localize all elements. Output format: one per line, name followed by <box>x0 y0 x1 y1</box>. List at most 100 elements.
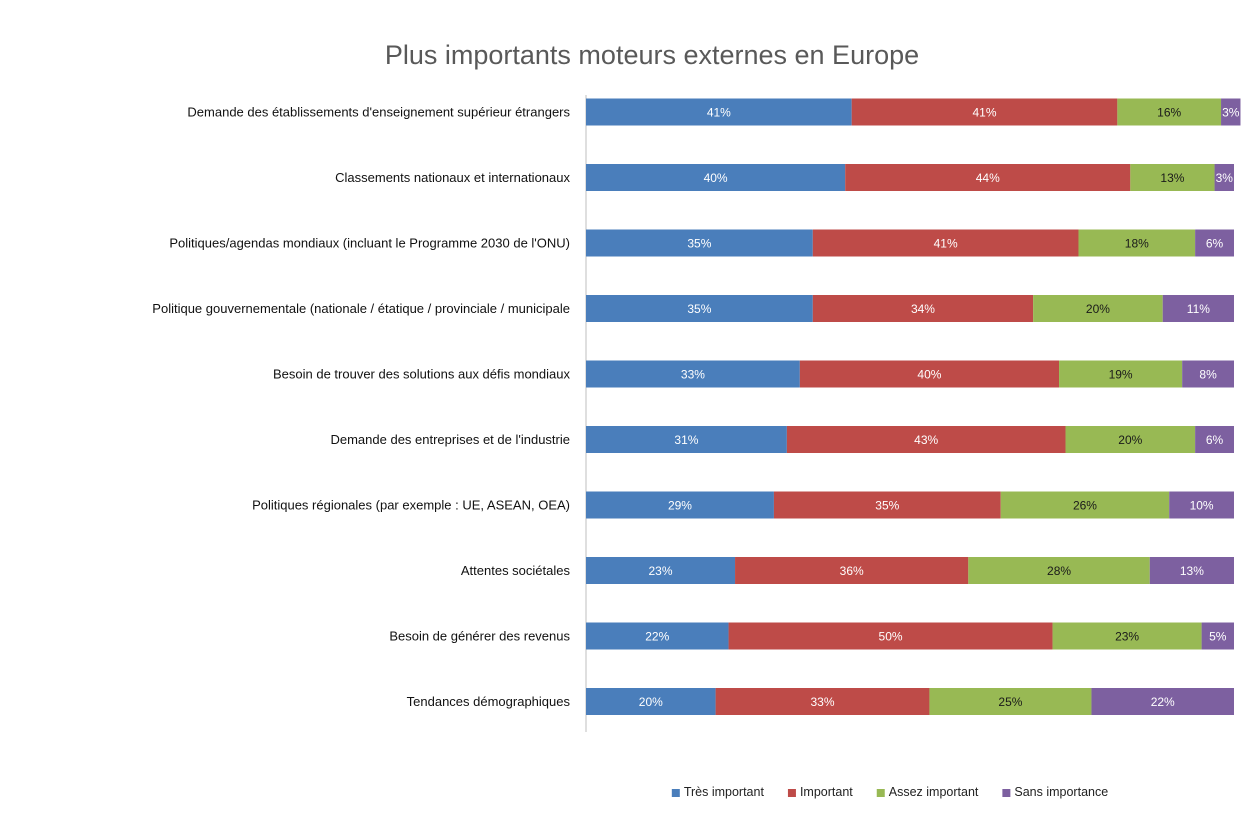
data-label: 40% <box>917 368 941 382</box>
data-label: 26% <box>1073 499 1097 513</box>
data-label: 25% <box>998 695 1022 709</box>
data-label: 40% <box>704 171 728 185</box>
data-label: 13% <box>1160 171 1184 185</box>
data-label: 23% <box>649 564 673 578</box>
legend-label: Important <box>800 785 853 799</box>
data-label: 10% <box>1190 499 1214 513</box>
data-label: 44% <box>976 171 1000 185</box>
bar-segment-tres-important <box>586 622 729 650</box>
legend-item-tres-important: Très important <box>671 785 765 799</box>
data-label: 41% <box>973 106 997 120</box>
category-label: Tendances démographiques <box>407 694 571 709</box>
legend-item-important: Important <box>787 785 853 799</box>
data-label: 8% <box>1199 368 1217 382</box>
category-label: Besoin de générer des revenus <box>389 629 570 644</box>
bar-segment-assez-important <box>1052 622 1202 650</box>
legend-marker <box>1002 789 1011 797</box>
data-label: 11% <box>1187 302 1210 316</box>
legend-marker <box>787 789 796 797</box>
bar-segment-sans-importance <box>1221 98 1241 126</box>
data-label: 36% <box>840 564 864 578</box>
bar-segment-important <box>728 622 1053 650</box>
data-label: 50% <box>879 630 903 644</box>
bar-segment-sans-importance <box>1149 557 1234 584</box>
bar-segment-sans-importance <box>1214 164 1234 191</box>
data-label: 41% <box>934 237 958 251</box>
data-label: 6% <box>1206 433 1224 447</box>
chart-title: Plus importants moteurs externes en Euro… <box>385 40 919 70</box>
bar-segment-tres-important <box>586 98 852 126</box>
data-label: 13% <box>1180 564 1204 578</box>
bar-segment-assez-important <box>1000 491 1170 519</box>
category-label: Demande des entreprises et de l'industri… <box>330 432 570 447</box>
data-label: 3% <box>1216 171 1234 185</box>
legend-marker <box>671 789 680 797</box>
legend-item-assez-important: Assez important <box>876 785 979 799</box>
data-label: 33% <box>681 368 705 382</box>
category-label: Politique gouvernementale (nationale / é… <box>152 301 570 316</box>
legend-label: Très important <box>684 785 765 799</box>
category-label: Classements nationaux et internationaux <box>335 170 570 185</box>
data-label: 41% <box>707 106 731 120</box>
bar-segment-important <box>786 426 1066 453</box>
category-label: Politiques régionales (par exemple : UE,… <box>252 498 570 513</box>
bar-segment-assez-important <box>968 557 1150 584</box>
category-labels: Demande des établissements d'enseignemen… <box>152 105 570 710</box>
bar-segment-assez-important <box>1130 164 1215 191</box>
bar-segment-sans-importance <box>1169 491 1234 519</box>
legend: Très important Important Assez important Sa… <box>671 785 1108 799</box>
bar-segment-tres-important <box>586 557 736 584</box>
bar-segment-tres-important <box>586 295 813 322</box>
bar-segment-important <box>715 688 930 715</box>
data-label: 28% <box>1047 564 1071 578</box>
data-label: 22% <box>645 630 669 644</box>
data-label: 34% <box>911 302 935 316</box>
data-label: 16% <box>1157 106 1181 120</box>
bar-segment-tres-important <box>586 688 716 715</box>
bar-segment-tres-important <box>586 426 787 453</box>
category-label: Besoin de trouver des solutions aux défi… <box>273 367 571 382</box>
category-label: Attentes sociétales <box>461 563 571 578</box>
bar-segment-assez-important <box>1065 426 1196 453</box>
bar-segment-sans-importance <box>1091 688 1234 715</box>
data-label: 19% <box>1109 368 1133 382</box>
bar-segment-assez-important <box>1117 98 1222 126</box>
data-label: 18% <box>1125 237 1149 251</box>
legend-item-sans-importance: Sans importance <box>1002 785 1108 799</box>
data-label: 35% <box>687 237 711 251</box>
data-label: 20% <box>639 695 663 709</box>
bar-segment-sans-importance <box>1162 295 1234 322</box>
data-label: 35% <box>875 499 899 513</box>
category-label: Politiques/agendas mondiaux (incluant le… <box>169 236 570 251</box>
data-label: 20% <box>1118 433 1142 447</box>
data-label: 20% <box>1086 302 1110 316</box>
bar-segment-important <box>851 98 1118 126</box>
bar-segment-important <box>812 229 1079 257</box>
data-label: 23% <box>1115 630 1139 644</box>
bar-segment-assez-important <box>1078 229 1196 257</box>
bar-segment-tres-important <box>586 491 774 519</box>
data-label: 3% <box>1222 106 1240 120</box>
bar-segment-important <box>773 491 1001 519</box>
bar-segment-tres-important <box>586 229 813 257</box>
bar-segment-important <box>735 557 969 584</box>
legend-marker <box>876 789 885 797</box>
data-label: 35% <box>687 302 711 316</box>
bar-segment-assez-important <box>1059 360 1183 388</box>
bar-segment-important <box>812 295 1034 322</box>
category-label: Demande des établissements d'enseignemen… <box>187 105 570 120</box>
bar-segments <box>586 98 1241 715</box>
data-label: 31% <box>674 433 698 447</box>
bar-segment-assez-important <box>1033 295 1163 322</box>
data-label: 29% <box>668 499 692 513</box>
bar-segment-sans-importance <box>1195 426 1234 453</box>
bar-segment-sans-importance <box>1195 229 1234 257</box>
bar-segment-assez-important <box>929 688 1092 715</box>
data-labels: 41% 41% 16% 3% 40% 44% 13% 3% 35% 41% 18% 6% 35% 34% 2… <box>639 106 1240 710</box>
data-label: 33% <box>811 695 835 709</box>
bar-segment-tres-important <box>586 360 800 388</box>
bar-segment-sans-importance <box>1201 622 1234 650</box>
data-label: 6% <box>1206 237 1224 251</box>
